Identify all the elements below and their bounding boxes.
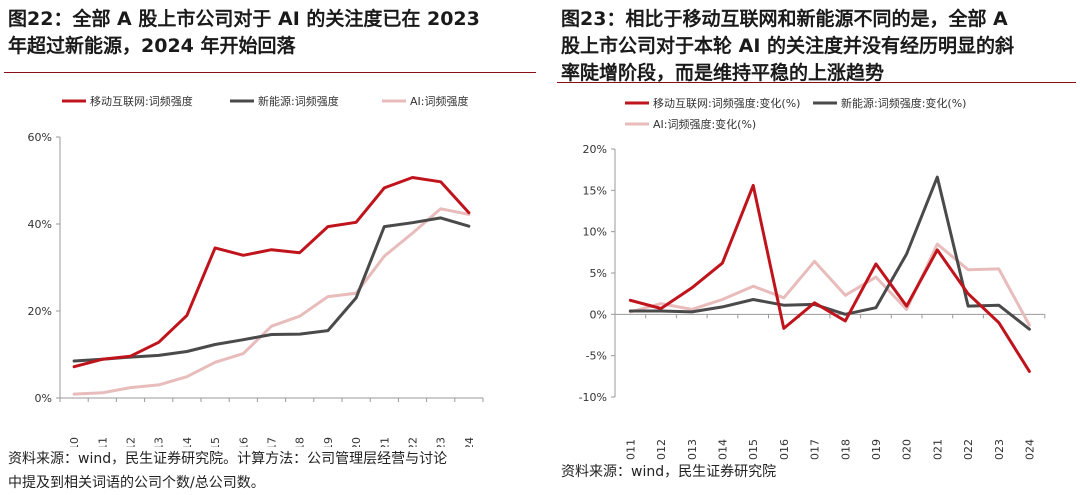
x-tick-label-0-0: 2010 — [68, 437, 81, 447]
figure-22-source-line-2: 中提及到相关词语的公司个数/总公司数。 — [8, 475, 265, 491]
figure-22-title: 图22：全部 A 股上市公司对于 AI 的关注度已在 2023 年超过新能源，2… — [8, 6, 534, 60]
y-tick-label-0-3: 60% — [28, 131, 52, 144]
y-tick-label-0-1: 20% — [28, 305, 52, 318]
y-tick-label-1-3: 5% — [590, 267, 607, 280]
figure-23-title-divider — [557, 82, 1076, 83]
series-line-0-0 — [72, 176, 471, 369]
figure-22-title-line-1: 图22：全部 A 股上市公司对于 AI 的关注度已在 2023 — [8, 8, 480, 30]
x-tick-label-0-4: 2014 — [181, 437, 194, 447]
figure-23-source-line-1: 资料来源：wind，民生证券研究院 — [561, 464, 777, 480]
figure-22-chart: 移动互联网:词频强度 新能源:词频强度 AI:词频强度 0% 20% 40% 60% 2010… — [28, 94, 484, 447]
x-tick-label-1-1: 2012 — [655, 439, 668, 460]
figure-22-source-line-1: 资料来源：wind，民生证券研究院。计算方法：公司管理层经营与讨论 — [8, 451, 448, 467]
legend-label-0-1: 新能源:词频强度 — [258, 94, 339, 108]
figure-22-source: 资料来源：wind，民生证券研究院。计算方法：公司管理层经营与讨论 中提及到相关… — [8, 447, 447, 495]
figure-23-title: 图23：相比于移动互联网和新能源不同的是，全部 A 股上市公司对于本轮 AI 的… — [561, 6, 1074, 87]
figure-23-panel: 图23：相比于移动互联网和新能源不同的是，全部 A 股上市公司对于本轮 AI 的… — [553, 0, 1080, 494]
x-tick-label-1-9: 2020 — [901, 439, 914, 460]
x-tick-label-0-11: 2021 — [378, 437, 391, 447]
x-tick-label-0-1: 2011 — [96, 437, 109, 447]
x-tick-label-0-9: 2019 — [322, 437, 335, 447]
y-tick-label-1-5: 15% — [583, 184, 607, 197]
y-tick-label-1-2: 0% — [590, 308, 607, 321]
x-tick-label-1-3: 2014 — [716, 439, 729, 460]
x-tick-label-1-2: 2013 — [686, 439, 699, 460]
x-tick-label-0-13: 2023 — [435, 437, 448, 447]
figure-22-title-line-2: 年超过新能源，2024 年开始回落 — [8, 35, 296, 57]
legend-label-0-0: 移动互联网:词频强度 — [90, 94, 193, 108]
series-line-0-2 — [72, 207, 471, 396]
series-line-1-0 — [628, 183, 1031, 373]
y-tick-label-0-0: 0% — [35, 392, 52, 405]
legend-label-0-2: AI:词频强度 — [410, 94, 468, 108]
x-tick-label-1-4: 2015 — [747, 439, 760, 460]
y-tick-label-1-6: 20% — [583, 143, 607, 156]
figure-23-chart: 移动互联网:词频强度:变化(%) 新能源:词频强度:变化(%) AI:词频强度:变化… — [579, 96, 1046, 460]
x-tick-label-1-10: 2021 — [931, 439, 944, 460]
x-tick-label-0-10: 2020 — [350, 437, 363, 447]
x-tick-label-1-6: 2017 — [809, 439, 822, 460]
y-tick-label-0-2: 40% — [28, 218, 52, 231]
legend-label-1-2: AI:词频强度:变化(%) — [653, 117, 756, 131]
figure-22-panel: 图22：全部 A 股上市公司对于 AI 的关注度已在 2023 年超过新能源，2… — [0, 0, 540, 494]
x-tick-label-1-0: 2011 — [624, 439, 637, 460]
legend-label-1-0: 移动互联网:词频强度:变化(%) — [653, 96, 800, 110]
x-tick-label-0-3: 2013 — [153, 437, 166, 447]
x-tick-label-1-5: 2016 — [778, 439, 791, 460]
y-tick-label-1-0: -10% — [579, 391, 607, 404]
x-tick-label-0-7: 2017 — [266, 437, 279, 447]
figure-23-title-line-2: 股上市公司对于本轮 AI 的关注度并没有经历明显的斜 — [561, 35, 1015, 57]
figure-23-title-line-1: 图23：相比于移动互联网和新能源不同的是，全部 A — [561, 8, 1008, 30]
x-tick-label-1-7: 2018 — [839, 439, 852, 460]
x-tick-label-1-11: 2022 — [962, 439, 975, 460]
series-line-0-1 — [72, 216, 471, 363]
series-line-1-2 — [628, 242, 1031, 327]
figure-23-title-line-3: 率陡增阶段，而是维持平稳的上涨趋势 — [561, 62, 885, 84]
x-tick-label-0-2: 2012 — [125, 437, 138, 447]
legend-label-1-1: 新能源:词频强度:变化(%) — [841, 96, 966, 110]
x-tick-label-1-13: 2024 — [1023, 439, 1036, 460]
x-tick-label-1-12: 2023 — [993, 439, 1006, 460]
series-line-1-1 — [628, 175, 1031, 331]
figure-22-title-divider — [4, 72, 536, 73]
x-tick-label-0-8: 2018 — [294, 437, 307, 447]
x-tick-label-0-5: 2015 — [209, 437, 222, 447]
y-tick-label-1-1: -5% — [586, 350, 607, 363]
x-tick-label-0-14: 2024 — [463, 437, 476, 447]
x-tick-label-0-12: 2022 — [407, 437, 420, 447]
figure-23-source: 资料来源：wind，民生证券研究院 — [561, 460, 776, 484]
x-tick-label-0-6: 2016 — [237, 437, 250, 447]
y-tick-label-1-4: 10% — [583, 226, 607, 239]
x-tick-label-1-8: 2019 — [870, 439, 883, 460]
